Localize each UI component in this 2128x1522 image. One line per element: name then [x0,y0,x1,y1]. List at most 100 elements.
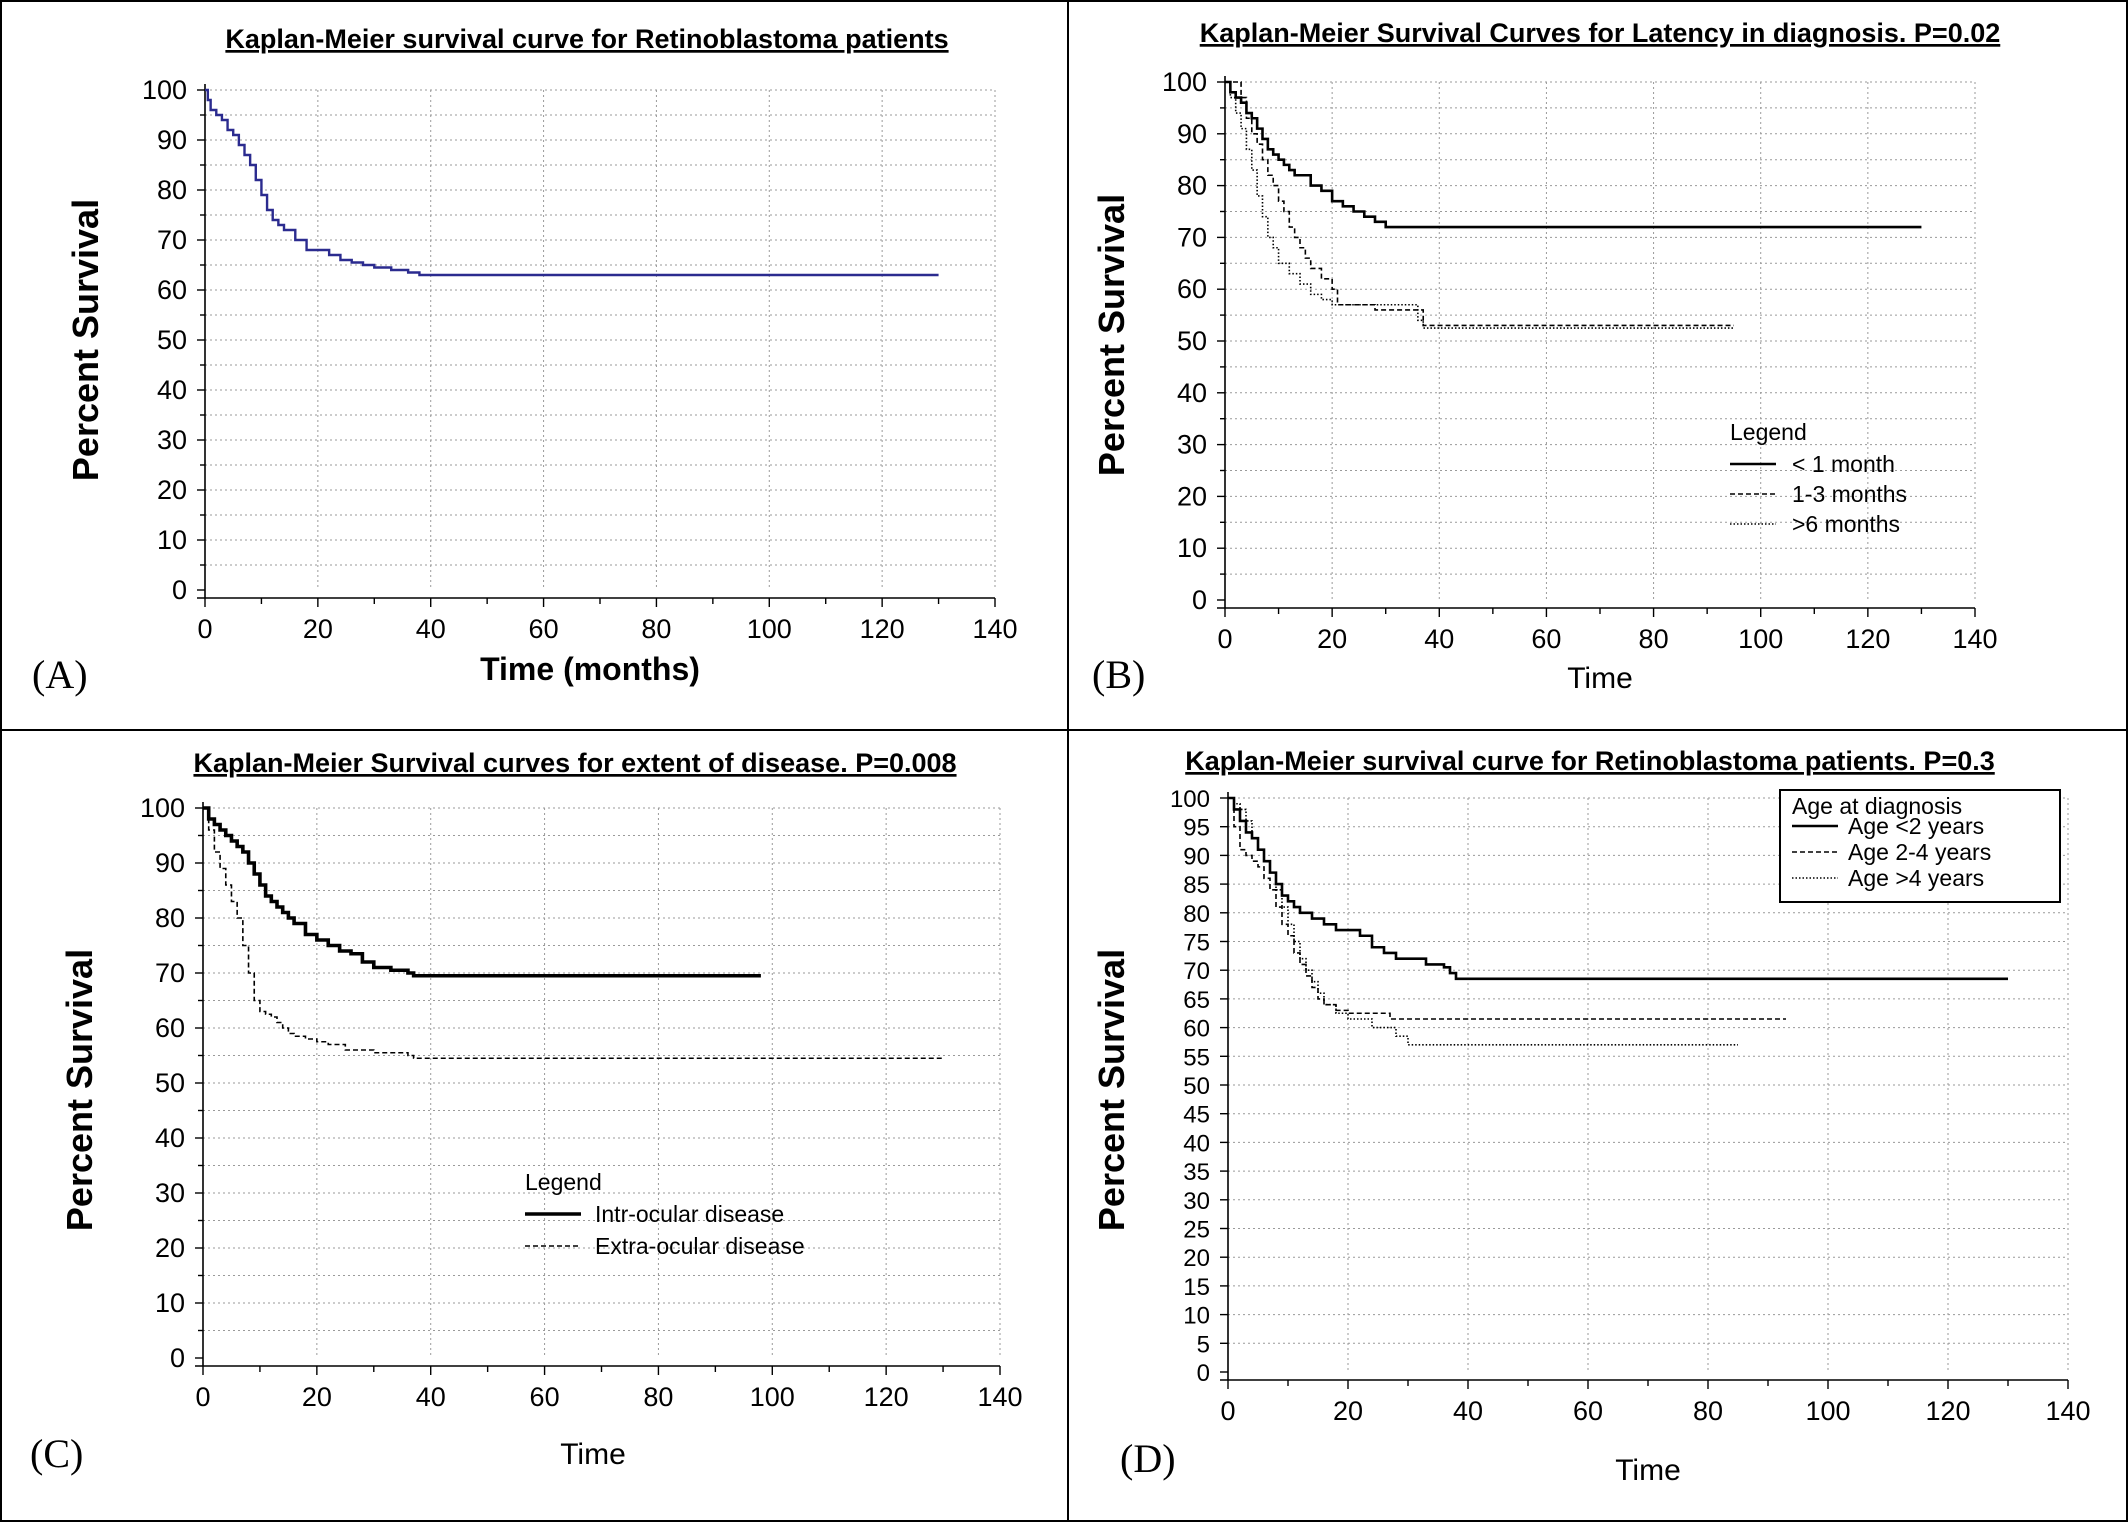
panel-label: (D) [1120,1436,1176,1481]
legend-entry: Age >4 years [1848,865,1984,891]
legend-entry: Age 2-4 years [1848,839,1991,865]
x-tick-label: 80 [641,614,671,644]
x-tick-label: 60 [1573,1396,1603,1426]
x-tick-label: 40 [416,614,446,644]
y-tick-label: 0 [172,575,187,605]
x-tick-label: 40 [416,1382,446,1412]
x-tick-label: 140 [972,614,1017,644]
y-tick-label: 95 [1183,815,1210,842]
y-tick-label: 85 [1183,872,1210,899]
y-tick-label: 40 [155,1123,185,1153]
y-tick-label: 80 [155,903,185,933]
x-tick-label: 80 [1693,1396,1723,1426]
panel-b: Kaplan-Meier Survival Curves for Latency… [1091,18,2000,697]
x-tick-label: 20 [302,1382,332,1412]
survival-curve-1 [203,806,761,978]
y-tick-label: 80 [157,175,187,205]
y-tick-label: 5 [1197,1331,1210,1358]
panel-label: (A) [32,652,88,697]
legend-title: Age at diagnosis [1792,793,1962,819]
y-tick-label: 90 [155,848,185,878]
survival-curve-1 [1228,796,2008,981]
x-tick-label: 100 [750,1382,795,1412]
y-tick-label: 15 [1183,1274,1210,1301]
legend-box [1779,789,2061,903]
x-tick-label: 20 [303,614,333,644]
y-tick-label: 100 [142,75,187,105]
legend-title: Legend [1730,419,1807,445]
panel-label: (C) [30,1431,83,1476]
x-tick-label: 140 [1952,624,1997,654]
y-tick-label: 0 [170,1343,185,1373]
y-tick-label: 30 [1177,430,1207,460]
x-tick-label: 100 [1738,624,1783,654]
y-tick-label: 100 [1162,67,1207,97]
survival-curve-2 [1228,797,1786,1020]
x-tick-label: 120 [1845,624,1890,654]
chart-title: Kaplan-Meier survival curve for Retinobl… [1185,746,1995,776]
y-tick-label: 10 [1183,1303,1210,1330]
y-tick-label: 60 [1177,274,1207,304]
y-tick-label: 30 [157,425,187,455]
y-tick-label: 100 [140,793,185,823]
y-tick-label: 20 [155,1233,185,1263]
x-axis-label: Time (months) [480,651,700,687]
y-tick-label: 40 [1183,1130,1210,1157]
y-tick-label: 40 [1177,378,1207,408]
y-tick-label: 60 [1183,1016,1210,1043]
chart-title: Kaplan-Meier survival curve for Retinobl… [225,24,948,54]
legend-entry: >6 months [1792,511,1900,537]
x-tick-label: 0 [195,1382,210,1412]
survival-curve-2 [1225,81,1734,327]
x-tick-label: 120 [1925,1396,1970,1426]
legend-entry: 1-3 months [1792,481,1907,507]
y-axis-label: Percent Survival [65,199,106,481]
survival-curve-2 [203,807,944,1060]
y-tick-label: 10 [157,525,187,555]
y-tick-label: 60 [157,275,187,305]
x-tick-label: 20 [1333,1396,1363,1426]
y-tick-label: 70 [155,958,185,988]
x-tick-label: 100 [747,614,792,644]
panel-label: (B) [1092,652,1145,697]
y-tick-label: 90 [157,125,187,155]
chart-title: Kaplan-Meier Survival curves for extent … [193,748,956,778]
panel-c: Kaplan-Meier Survival curves for extent … [30,748,1023,1476]
y-tick-label: 65 [1183,987,1210,1014]
x-tick-label: 0 [1220,1396,1235,1426]
x-axis-label: Time [1615,1454,1681,1487]
y-tick-label: 100 [1170,786,1210,813]
x-tick-label: 80 [1639,624,1669,654]
y-tick-label: 20 [157,475,187,505]
y-axis-label: Percent Survival [1091,949,1132,1231]
survival-curve-3 [1225,81,1734,329]
x-tick-label: 40 [1424,624,1454,654]
y-tick-label: 35 [1183,1159,1210,1186]
y-tick-label: 20 [1177,481,1207,511]
x-tick-label: 0 [197,614,212,644]
survival-curve-1 [205,88,939,277]
x-tick-label: 140 [2045,1396,2090,1426]
chart-title: Kaplan-Meier Survival Curves for Latency… [1200,18,2001,48]
y-tick-label: 70 [1177,222,1207,252]
x-tick-label: 120 [860,614,905,644]
legend: Legend < 1 month 1-3 months >6 months [1730,419,1907,537]
y-tick-label: 10 [1177,533,1207,563]
y-tick-label: 45 [1183,1102,1210,1129]
y-tick-label: 50 [155,1068,185,1098]
x-tick-label: 60 [529,614,559,644]
x-tick-label: 0 [1217,624,1232,654]
panel-a: Kaplan-Meier survival curve for Retinobl… [32,24,1018,697]
x-axis-label: Time [560,1438,626,1471]
y-tick-label: 80 [1183,901,1210,928]
x-tick-label: 140 [977,1382,1022,1412]
legend-entry: Age <2 years [1848,813,1984,839]
survival-curve-3 [1228,797,1738,1046]
y-tick-label: 20 [1183,1245,1210,1272]
y-tick-label: 30 [1183,1188,1210,1215]
y-tick-label: 60 [155,1013,185,1043]
y-axis-label: Percent Survival [59,949,100,1231]
y-tick-label: 80 [1177,171,1207,201]
